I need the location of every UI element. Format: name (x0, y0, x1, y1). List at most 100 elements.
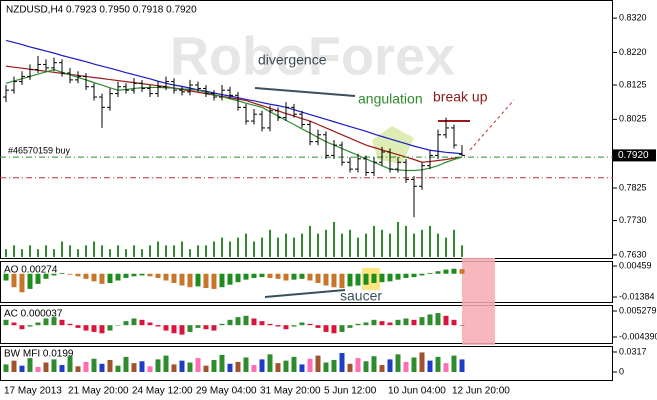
bar (227, 319, 233, 326)
bar (443, 315, 449, 326)
bar (107, 273, 113, 284)
bar (243, 273, 249, 280)
bar (435, 356, 441, 372)
bar (299, 273, 305, 279)
volume-bar (317, 233, 319, 257)
bar (3, 319, 9, 326)
bar (123, 273, 129, 278)
bar (35, 322, 41, 326)
bar (427, 272, 433, 274)
bar (387, 322, 393, 326)
bar (171, 273, 177, 284)
bar (83, 273, 89, 279)
volume-bar (93, 241, 95, 257)
bar (403, 318, 409, 326)
price-marker-label: 0.7920 (618, 150, 649, 161)
bar (403, 273, 409, 278)
volume-bar (461, 245, 463, 257)
volume-bar (13, 245, 15, 257)
volume-bar (397, 222, 399, 257)
bar (155, 325, 161, 327)
bar (107, 360, 113, 372)
bar (283, 273, 289, 281)
bar (43, 273, 49, 279)
bar (307, 273, 313, 281)
y-tick-label: 0.8125 (619, 79, 647, 89)
bar (411, 319, 417, 326)
volume-bar (173, 245, 175, 257)
bar (451, 355, 457, 372)
x-tick-label: 10 Jun 04:00 (388, 386, 446, 397)
bar (27, 325, 33, 327)
bar (387, 273, 393, 282)
bar (267, 273, 273, 278)
bar (355, 273, 361, 286)
y-tick-label: 0.7630 (619, 249, 647, 259)
volume-bar (165, 245, 167, 257)
ac-panel (0, 305, 613, 344)
bar (131, 273, 137, 277)
bar (315, 273, 321, 284)
bar (11, 360, 17, 372)
bar (171, 325, 177, 334)
bar (363, 322, 369, 326)
bar (307, 323, 313, 326)
bar (203, 325, 209, 330)
ao-panel (0, 261, 613, 303)
bar (419, 352, 425, 372)
volume-bar (389, 233, 391, 257)
forecast-line (469, 99, 515, 151)
bar (195, 358, 201, 372)
bar (275, 273, 281, 279)
bar (147, 322, 153, 326)
y-tick-label: 0.8025 (619, 114, 647, 124)
volume-bar (221, 237, 223, 257)
bar (59, 319, 65, 326)
y-tick-label: 0.005279 (619, 305, 657, 315)
main-panel (0, 0, 613, 259)
bar (291, 273, 297, 280)
bar (459, 359, 465, 372)
bar (11, 322, 17, 326)
bar (131, 318, 137, 326)
bar (243, 315, 249, 326)
bar (187, 362, 193, 372)
x-tick-label: 5 Jun 12:00 (324, 386, 377, 397)
bar (275, 325, 281, 327)
volume-bar (117, 245, 119, 257)
x-tick-label: 17 May 2013 (4, 386, 62, 397)
bar (379, 273, 385, 283)
x-tick-label: 31 May 20:00 (260, 386, 321, 397)
volume-bar (5, 249, 7, 257)
volume-bar (85, 245, 87, 257)
bar (147, 273, 153, 277)
y-tick-label: 0.7730 (619, 215, 647, 225)
bar (51, 273, 57, 276)
volume-bar (333, 222, 335, 257)
ma-line (5, 39, 463, 155)
y-tick-label: 0.7825 (619, 182, 647, 192)
bar (203, 365, 209, 372)
bar (227, 273, 233, 285)
y-tick-label: -0.01384 (619, 291, 655, 301)
x-tick-label: 29 May 04:00 (196, 386, 257, 397)
ma-line (5, 68, 463, 172)
bar (427, 314, 433, 326)
bar (363, 273, 369, 285)
volume-bar (181, 241, 183, 257)
bar (363, 361, 369, 372)
volume-bar (53, 249, 55, 257)
volume-bar (437, 233, 439, 257)
x-tick-label: 21 May 20:00 (68, 386, 129, 397)
annotation: saucer (340, 288, 382, 304)
bar (395, 273, 401, 280)
bar (443, 363, 449, 372)
bar (459, 325, 465, 326)
volume-bar (293, 237, 295, 257)
bar (355, 323, 361, 326)
bar (347, 273, 353, 287)
volume-bar (61, 241, 63, 257)
volume-bar (269, 229, 271, 257)
bar (395, 354, 401, 372)
bar (323, 325, 329, 332)
